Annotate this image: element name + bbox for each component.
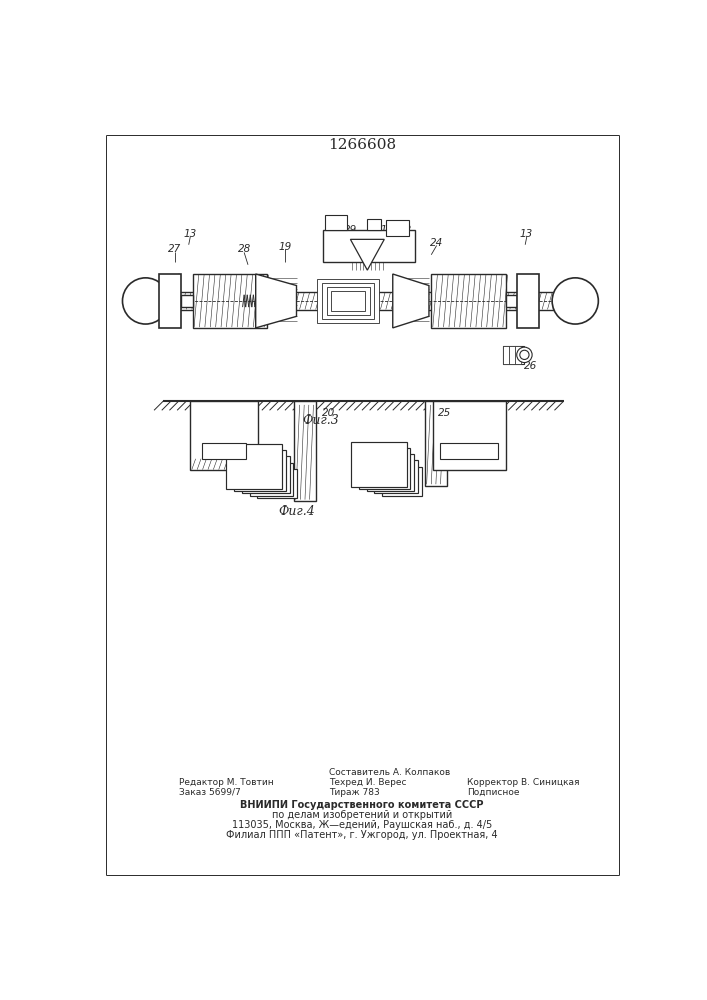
Bar (234, 450, 286, 491)
Text: Составитель А. Колпаков: Составитель А. Колпаков (329, 768, 450, 777)
Bar (425, 401, 447, 486)
Polygon shape (256, 274, 296, 328)
Bar (327, 287, 370, 315)
Text: 19: 19 (279, 242, 291, 252)
Bar (359, 448, 411, 489)
Bar (331, 291, 365, 311)
Bar (190, 401, 258, 470)
Text: 24: 24 (430, 238, 443, 248)
Text: Фиг.3: Фиг.3 (303, 414, 339, 427)
Text: 26: 26 (524, 361, 537, 371)
Bar (163, 292, 563, 310)
Circle shape (552, 278, 598, 324)
Bar (366, 454, 414, 491)
Bar (322, 283, 374, 319)
Bar (503, 346, 509, 364)
Text: ВНИИПИ Государственного комитета СССР: ВНИИПИ Государственного комитета СССР (240, 800, 484, 810)
Text: Филиал ППП «Патент», г. Ужгород, ул. Проектная, 4: Филиал ППП «Патент», г. Ужгород, ул. Про… (226, 830, 498, 840)
Bar (181, 295, 192, 307)
Text: 27: 27 (168, 244, 182, 254)
Bar (374, 460, 418, 493)
Bar (440, 443, 498, 459)
Text: Подписное: Подписное (467, 788, 520, 797)
Bar (515, 346, 521, 364)
Text: Тираж 783: Тираж 783 (329, 788, 380, 797)
Circle shape (517, 347, 532, 363)
Bar (382, 466, 422, 496)
Bar (503, 346, 525, 364)
Polygon shape (351, 239, 385, 270)
Bar (201, 443, 247, 459)
Text: Техред И. Верес: Техред И. Верес (329, 778, 407, 787)
Bar (242, 456, 290, 493)
Text: 25: 25 (438, 408, 451, 418)
Text: 22: 22 (399, 225, 412, 235)
Bar (433, 401, 506, 470)
Text: Заказ 5699/7: Заказ 5699/7 (179, 788, 240, 797)
Text: 1266608: 1266608 (328, 138, 396, 152)
Text: 20: 20 (322, 408, 335, 418)
Bar (368, 219, 381, 230)
Bar (257, 469, 297, 498)
Bar (322, 230, 415, 262)
Polygon shape (393, 274, 429, 328)
Text: Корректор В. Синицкая: Корректор В. Синицкая (467, 778, 580, 787)
Circle shape (122, 278, 169, 324)
Text: Фиг.4: Фиг.4 (278, 505, 315, 518)
Text: 113035, Москва, Ж—едений, Раушская наб., д. 4/5: 113035, Москва, Ж—едений, Раушская наб.,… (232, 820, 492, 830)
Text: 13: 13 (184, 229, 197, 239)
Bar (518, 274, 539, 328)
Bar (506, 295, 518, 307)
Bar (386, 220, 409, 235)
Text: 21: 21 (375, 225, 388, 235)
Bar (431, 274, 506, 328)
Text: Редактор М. Товтин: Редактор М. Товтин (179, 778, 274, 787)
Bar (317, 279, 379, 323)
Bar (351, 442, 407, 487)
Bar (509, 346, 515, 364)
Text: 13: 13 (520, 229, 532, 239)
Text: 29: 29 (344, 225, 357, 235)
Bar (160, 274, 181, 328)
Bar (226, 444, 282, 489)
Bar (325, 215, 346, 230)
Bar (192, 274, 267, 328)
Text: 28: 28 (238, 244, 251, 254)
Bar (250, 463, 293, 496)
Text: по делам изобретений и открытий: по делам изобретений и открытий (271, 810, 452, 820)
Bar (294, 401, 316, 501)
